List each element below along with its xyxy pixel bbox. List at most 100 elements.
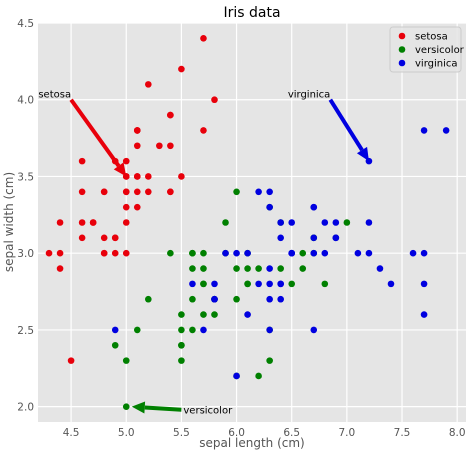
y-tick-label: 2.5 — [17, 325, 34, 337]
y-tick-label: 4.0 — [17, 95, 34, 107]
point-virginica — [332, 234, 340, 242]
point-setosa — [67, 357, 75, 364]
annotation-arrow-setosa — [69, 98, 121, 168]
point-versicolor — [178, 341, 185, 349]
point-versicolor — [321, 280, 329, 288]
point-setosa — [145, 188, 152, 196]
point-versicolor — [299, 249, 307, 257]
x-axis-ticks: 4.5 5.0 5.5 6.0 6.5 7.0 7.5 8.0 — [63, 427, 466, 439]
point-setosa — [89, 219, 97, 226]
point-setosa — [122, 249, 130, 257]
point-versicolor — [200, 311, 207, 318]
legend-label-virginica: virginica — [415, 59, 458, 70]
point-virginica — [409, 249, 417, 257]
point-virginica — [420, 249, 428, 257]
point-setosa — [56, 249, 64, 257]
x-tick-label: 7.5 — [394, 427, 411, 439]
point-virginica — [310, 203, 318, 211]
point-virginica — [266, 188, 273, 196]
point-versicolor — [233, 295, 240, 303]
point-versicolor — [122, 357, 130, 364]
point-setosa — [133, 173, 141, 180]
point-virginica — [200, 326, 207, 334]
point-virginica — [255, 280, 262, 288]
point-versicolor — [178, 311, 185, 318]
data-points — [45, 35, 450, 410]
chart-title: Iris data — [223, 5, 280, 21]
point-versicolor — [122, 403, 130, 410]
point-virginica — [244, 311, 251, 318]
point-virginica — [365, 249, 373, 257]
y-axis-label: sepal width (cm) — [2, 172, 16, 272]
point-setosa — [167, 111, 174, 119]
point-versicolor — [299, 265, 307, 272]
x-tick-label: 8.0 — [449, 427, 466, 439]
point-setosa — [111, 249, 119, 257]
annotation-label-versicolor: versicolor — [183, 406, 233, 417]
point-virginica — [354, 249, 362, 257]
point-versicolor — [277, 265, 284, 272]
point-setosa — [133, 203, 141, 211]
point-setosa — [145, 173, 152, 180]
point-setosa — [56, 265, 64, 272]
point-virginica — [376, 265, 384, 272]
point-versicolor — [255, 265, 262, 272]
y-tick-label: 3.5 — [17, 171, 34, 183]
point-setosa — [122, 219, 130, 226]
point-versicolor — [111, 341, 119, 349]
point-versicolor — [189, 326, 196, 334]
grid-lines — [38, 22, 466, 422]
x-tick-label: 7.0 — [339, 427, 356, 439]
point-versicolor — [200, 249, 207, 257]
point-versicolor — [244, 280, 251, 288]
point-virginica — [266, 280, 273, 288]
point-virginica — [266, 265, 273, 272]
annotation-arrowhead-virginica — [356, 146, 369, 162]
point-virginica — [277, 295, 284, 303]
annotation-label-virginica: virginica — [288, 90, 331, 101]
point-virginica — [310, 326, 318, 334]
point-virginica — [442, 127, 450, 134]
point-setosa — [200, 35, 207, 42]
y-tick-label: 4.5 — [17, 18, 34, 30]
point-versicolor — [178, 326, 185, 334]
point-setosa — [122, 188, 130, 196]
point-setosa — [111, 234, 119, 242]
point-virginica — [277, 219, 284, 226]
point-versicolor — [233, 188, 240, 196]
point-setosa — [133, 142, 141, 150]
legend-label-versicolor: versicolor — [415, 45, 465, 56]
point-setosa — [178, 173, 185, 180]
point-setosa — [122, 203, 130, 211]
point-versicolor — [189, 295, 196, 303]
point-versicolor — [222, 219, 229, 226]
point-versicolor — [244, 265, 251, 272]
point-virginica — [189, 280, 196, 288]
point-setosa — [78, 188, 86, 196]
x-tick-label: 6.0 — [228, 427, 245, 439]
point-virginica — [310, 234, 318, 242]
point-virginica — [255, 188, 262, 196]
point-virginica — [420, 311, 428, 318]
point-virginica — [233, 372, 240, 380]
legend-marker-versicolor — [398, 46, 406, 53]
point-virginica — [420, 280, 428, 288]
point-virginica — [365, 219, 373, 226]
point-setosa — [122, 157, 130, 165]
point-virginica — [321, 219, 329, 226]
point-virginica — [211, 295, 218, 303]
point-versicolor — [266, 357, 273, 364]
legend-label-setosa: setosa — [415, 32, 448, 43]
point-virginica — [387, 280, 395, 288]
point-setosa — [145, 81, 152, 88]
point-setosa — [133, 188, 141, 196]
point-virginica — [266, 203, 273, 211]
x-tick-label: 5.5 — [173, 427, 190, 439]
point-virginica — [211, 280, 218, 288]
point-virginica — [277, 280, 284, 288]
point-virginica — [266, 295, 273, 303]
point-setosa — [200, 127, 207, 134]
point-virginica — [288, 219, 296, 226]
y-tick-label: 3.0 — [17, 248, 34, 260]
point-versicolor — [167, 249, 174, 257]
